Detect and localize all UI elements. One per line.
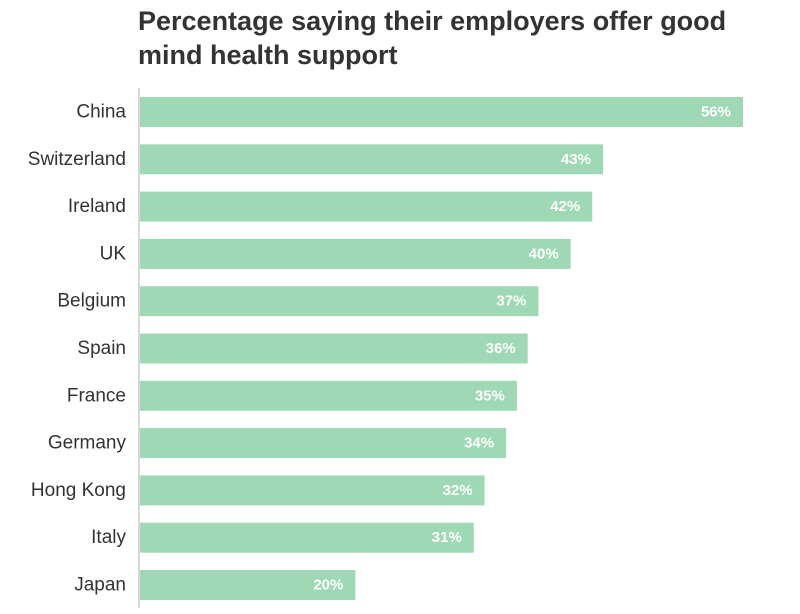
value-label-uk: 40% [529,245,559,262]
value-label-spain: 36% [486,340,516,357]
bar-uk [140,238,571,269]
value-label-germany: 34% [464,435,494,452]
bar-france [140,380,517,411]
value-label-switzerland: 43% [561,151,591,168]
category-label-germany: Germany [48,433,127,454]
value-label-belgium: 37% [496,293,526,310]
chart-title: Percentage saying their employers offer … [138,6,727,70]
bar-hong-kong [140,475,485,506]
bar-spain [140,333,528,364]
bar-switzerland [140,144,604,175]
value-label-italy: 31% [432,529,462,546]
bar-japan [140,570,356,600]
bar-ireland [140,191,593,222]
category-label-belgium: Belgium [57,291,126,312]
category-labels-group: China Switzerland Ireland UK Belgium Spain Fra… [28,102,127,596]
value-label-hong-kong: 32% [443,482,473,499]
value-label-japan: 20% [313,577,343,594]
category-label-spain: Spain [77,338,126,359]
bar-china [140,97,743,127]
value-label-china: 56% [701,104,731,121]
category-label-japan: Japan [74,575,126,596]
category-label-hong-kong: Hong Kong [31,480,126,501]
category-label-france: France [67,385,126,406]
bar-belgium [140,286,539,317]
bars-group [140,97,743,600]
value-labels-group: 56% 43% 42% 40% 37% 36% 35% 34% 32% 31% 20% [313,104,731,594]
category-label-switzerland: Switzerland [28,149,126,170]
value-label-france: 35% [475,387,505,404]
category-label-china: China [76,102,126,123]
category-label-uk: UK [100,243,127,264]
value-label-ireland: 42% [550,198,580,215]
category-label-ireland: Ireland [68,196,126,217]
bar-germany [140,428,507,459]
category-label-italy: Italy [91,527,126,548]
bar-italy [140,522,474,553]
